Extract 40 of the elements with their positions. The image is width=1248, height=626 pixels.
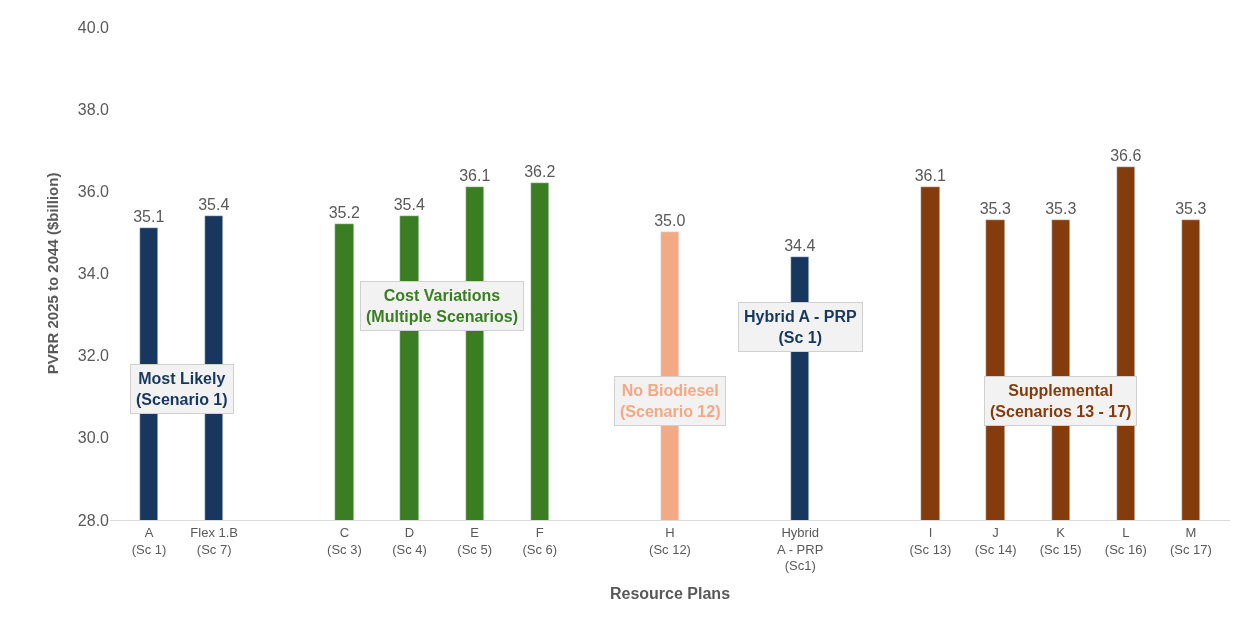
x-tick-label: Flex 1.B (Sc 7) — [190, 524, 239, 557]
data-label: 35.4 — [198, 195, 230, 213]
data-label: 36.6 — [1110, 146, 1142, 164]
x-tick-label: M (Sc 17) — [1169, 524, 1212, 557]
x-tick-label: C (Sc 3) — [327, 524, 362, 557]
y-tick-label: 38.0 — [77, 100, 110, 118]
x-tick-label: F (Sc 6) — [522, 524, 558, 557]
y-tick-label: 40.0 — [77, 18, 110, 36]
x-tick-label: H (Sc 12) — [649, 524, 691, 557]
data-label: 35.4 — [393, 195, 425, 213]
annotation: Cost Variations (Multiple Scenarios) — [366, 287, 519, 325]
y-tick-label: 36.0 — [77, 182, 110, 200]
annotation: Most Likely (Scenario 1) — [136, 370, 228, 408]
data-label: 35.1 — [133, 207, 165, 225]
annotation: Supplemental (Scenarios 13 - 17) — [990, 382, 1132, 420]
x-tick-label: Hybrid A - PRP (Sc1) — [777, 524, 824, 574]
x-tick-label: L (Sc 16) — [1104, 524, 1147, 557]
y-tick-label: 28.0 — [77, 511, 110, 529]
y-tick-label: 34.0 — [77, 265, 110, 283]
x-tick-label: E (Sc 5) — [457, 524, 492, 557]
data-label: 36.2 — [524, 162, 556, 180]
x-tick-label: A (Sc 1) — [131, 524, 167, 557]
x-tick-label: D (Sc 4) — [392, 524, 427, 557]
y-axis-title: PVRR 2025 to 2044 ($billion) — [44, 172, 62, 375]
annotation: Hybrid A - PRP (Sc 1) — [744, 308, 857, 346]
data-label: 36.1 — [459, 166, 491, 184]
annotation: No Biodiesel (Scenario 12) — [620, 382, 721, 420]
data-label: 35.3 — [1175, 199, 1207, 217]
x-tick-label: I (Sc 13) — [909, 524, 952, 557]
y-tick-label: 30.0 — [77, 429, 110, 447]
data-label: 35.3 — [1045, 199, 1077, 217]
data-label: 35.0 — [654, 211, 686, 229]
data-label: 34.4 — [784, 236, 816, 254]
data-label: 35.2 — [328, 203, 360, 221]
y-tick-label: 32.0 — [77, 347, 110, 365]
x-tick-label: K (Sc 15) — [1039, 524, 1082, 557]
data-label: 35.3 — [979, 199, 1011, 217]
x-axis-title: Resource Plans — [609, 585, 731, 603]
data-label: 36.1 — [914, 166, 946, 184]
x-tick-label: J (Sc 14) — [974, 524, 1017, 557]
